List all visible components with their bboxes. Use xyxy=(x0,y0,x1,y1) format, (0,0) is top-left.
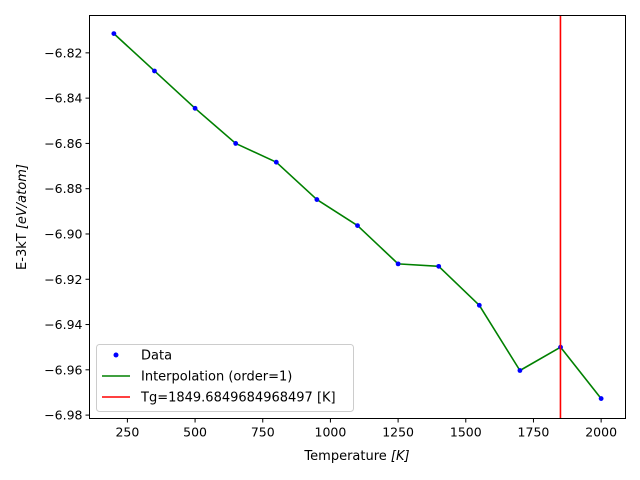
legend-label-data: Data xyxy=(141,349,172,364)
x-tick-label: 1750 xyxy=(518,425,550,440)
data-point xyxy=(192,105,198,111)
data-point xyxy=(517,368,523,373)
data-point xyxy=(436,263,442,269)
y-tick-label: −6.82 xyxy=(44,45,82,60)
x-tick-label: 1250 xyxy=(382,425,414,440)
data-point xyxy=(314,197,320,202)
y-axis-label: E-3kT [eV/atom] xyxy=(15,164,30,270)
data-point xyxy=(273,159,279,165)
x-tick-label: 2000 xyxy=(585,425,617,440)
x-tick-label: 250 xyxy=(115,425,139,440)
x-tick-label: 1500 xyxy=(450,425,482,440)
x-tick-label: 1000 xyxy=(315,425,347,440)
legend-marker-data xyxy=(113,352,119,358)
legend: Data Interpolation (order=1) Tg=1849.684… xyxy=(96,344,354,412)
legend-label-interpolation: Interpolation (order=1) xyxy=(141,370,292,385)
y-tick-label: −6.86 xyxy=(44,136,82,151)
data-point xyxy=(598,396,604,401)
y-axis: −6.98 −6.96 −6.94 −6.92 −6.90 −6.88 −6.86 −6.84… xyxy=(44,45,90,423)
y-tick-label: −6.96 xyxy=(44,362,82,377)
data-point xyxy=(233,141,239,146)
y-axis-label-unit: [eV/atom] xyxy=(15,164,30,229)
y-tick-label: −6.88 xyxy=(44,181,82,196)
data-point xyxy=(111,31,117,37)
y-tick-label: −6.90 xyxy=(44,226,82,241)
y-tick-label: −6.94 xyxy=(44,317,82,332)
x-axis-label-unit: [K] xyxy=(391,449,410,464)
y-tick-label: −6.92 xyxy=(44,272,82,287)
y-tick-label: −6.84 xyxy=(44,91,82,106)
data-point xyxy=(395,261,401,267)
plot-area xyxy=(111,15,604,419)
data-point xyxy=(355,223,360,229)
legend-box xyxy=(96,344,354,412)
legend-label-tg: Tg=1849.6849684968497 [K] xyxy=(140,391,336,406)
y-tick-label: −6.98 xyxy=(44,408,82,423)
data-point xyxy=(152,68,157,74)
x-axis-label: Temperature [K] xyxy=(303,449,409,464)
x-axis: 250 500 750 1000 1250 1500 1750 2000 xyxy=(115,418,617,440)
x-tick-label: 500 xyxy=(183,425,207,440)
interpolation-line xyxy=(113,33,602,400)
data-point xyxy=(476,302,482,308)
x-tick-label: 750 xyxy=(251,425,275,440)
axes-frame xyxy=(89,15,626,419)
y-axis-label-text: E-3kT xyxy=(15,229,30,270)
x-axis-label-text: Temperature xyxy=(303,449,390,464)
